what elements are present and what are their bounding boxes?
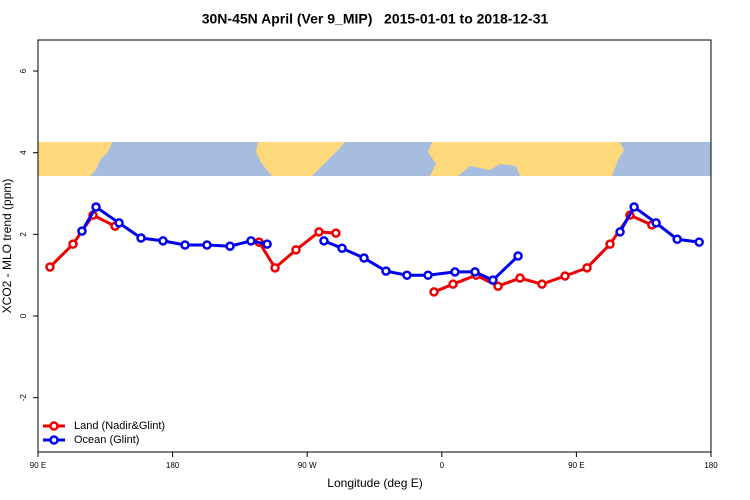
legend-label: Ocean (Glint): [74, 434, 139, 446]
y-tick-label: 2: [19, 232, 28, 237]
y-tick-label: -2: [19, 394, 28, 402]
point: [45, 262, 55, 272]
point: [319, 236, 329, 246]
point: [68, 239, 78, 249]
point: [515, 273, 525, 283]
point: [291, 245, 301, 255]
point: [488, 275, 498, 285]
point: [202, 240, 212, 250]
point: [180, 240, 190, 250]
point: [225, 241, 235, 251]
y-tick-label: 0: [19, 313, 28, 318]
point: [537, 279, 547, 289]
world-map-band: [38, 142, 711, 176]
point: [114, 218, 124, 228]
point: [423, 270, 433, 280]
point: [629, 202, 639, 212]
point: [450, 267, 460, 277]
x-tick-label: 0: [440, 461, 445, 470]
point: [605, 239, 615, 249]
point: [429, 287, 439, 297]
land: [428, 142, 624, 176]
x-tick-label: 180: [166, 461, 180, 470]
point: [672, 234, 682, 245]
point: [470, 267, 480, 277]
legend-marker: [49, 435, 59, 445]
land: [256, 142, 345, 176]
chart-title: 30N-45N April (Ver 9_MIP) 2015-01-01 to …: [202, 11, 549, 27]
point: [136, 233, 146, 243]
plot-frame: [37, 39, 712, 453]
legend-label: Land (Nadir&Glint): [74, 420, 165, 432]
point: [402, 270, 412, 280]
point: [381, 266, 391, 276]
point: [448, 279, 458, 289]
x-tick-label: 90 E: [30, 461, 46, 470]
point: [560, 271, 570, 281]
point: [493, 281, 503, 291]
point: [270, 263, 280, 273]
x-tick-label: 90 E: [568, 461, 584, 470]
point: [331, 228, 341, 238]
x-axis-label: Longitude (deg E): [327, 476, 422, 490]
point: [314, 227, 324, 237]
x-tick-label: 180: [704, 461, 718, 470]
legend-marker: [49, 421, 59, 431]
point: [158, 236, 168, 246]
point: [694, 237, 704, 247]
x-tick-label: 90 W: [298, 461, 317, 470]
point: [359, 253, 369, 263]
point: [615, 227, 625, 237]
legend: Land (Nadir&Glint) Ocean (Glint): [43, 420, 165, 446]
land: [38, 142, 112, 176]
point: [582, 263, 592, 273]
y-tick-label: 6: [19, 68, 28, 73]
point: [651, 218, 661, 228]
point: [262, 239, 272, 249]
point: [91, 202, 101, 212]
point: [337, 243, 347, 253]
y-axis-label: XCO2 - MLO trend (ppm): [0, 179, 14, 314]
point: [513, 251, 523, 261]
point: [246, 236, 256, 246]
y-tick-label: 4: [19, 150, 28, 155]
point: [77, 226, 87, 236]
